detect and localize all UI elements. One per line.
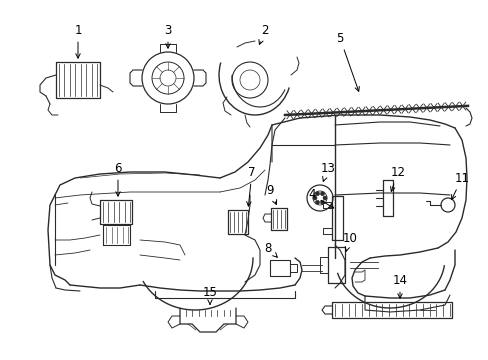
Circle shape [315, 192, 319, 196]
Text: 10: 10 [342, 231, 357, 251]
Text: 5: 5 [336, 31, 359, 91]
Circle shape [323, 196, 326, 200]
Text: 9: 9 [265, 184, 276, 204]
Text: 8: 8 [264, 242, 277, 257]
Text: 11: 11 [451, 171, 468, 199]
Text: 3: 3 [164, 23, 171, 48]
Circle shape [320, 200, 324, 204]
Text: 14: 14 [392, 274, 407, 298]
Text: 15: 15 [202, 285, 217, 304]
Circle shape [320, 192, 324, 196]
Text: 12: 12 [390, 166, 405, 192]
Text: 2: 2 [259, 23, 268, 44]
Circle shape [312, 196, 316, 200]
Text: 7: 7 [246, 166, 255, 206]
Text: 13: 13 [320, 162, 335, 181]
Text: 1: 1 [74, 23, 81, 58]
Text: 4: 4 [307, 189, 333, 208]
Circle shape [315, 200, 319, 204]
Text: 6: 6 [114, 162, 122, 196]
